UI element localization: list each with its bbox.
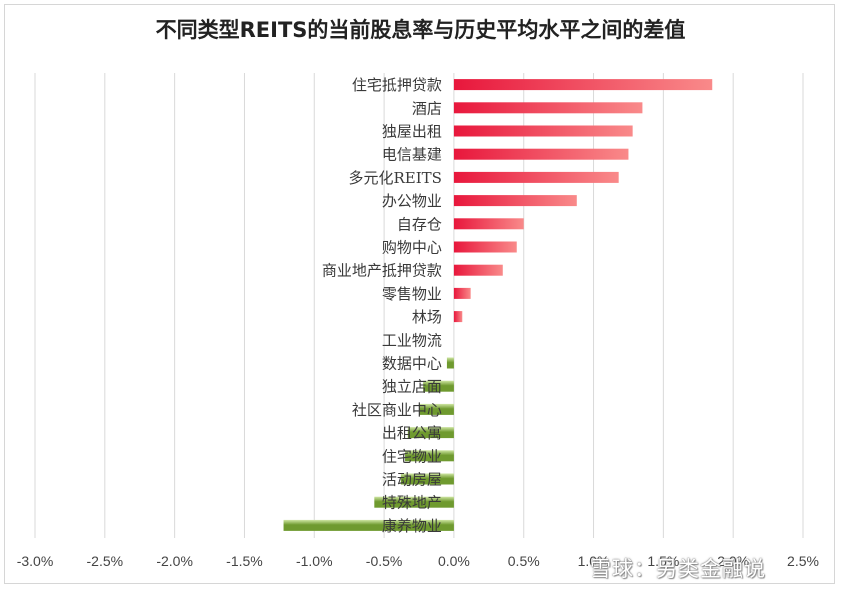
x-tick-label: -2.0% bbox=[156, 553, 193, 569]
bar bbox=[453, 287, 471, 299]
x-tick-label: -2.5% bbox=[87, 553, 124, 569]
bar bbox=[453, 264, 503, 276]
bar bbox=[453, 171, 619, 183]
bar bbox=[453, 125, 633, 137]
x-tick-label: 2.0% bbox=[717, 553, 749, 569]
x-tick-label: 0.5% bbox=[508, 553, 540, 569]
category-label: 独立店面 bbox=[382, 378, 442, 396]
bar bbox=[374, 496, 454, 508]
x-tick-label: 1.5% bbox=[647, 553, 679, 569]
category-label: 工业物流 bbox=[382, 331, 442, 349]
x-tick-label: -0.5% bbox=[366, 553, 403, 569]
category-label: 数据中心 bbox=[382, 355, 442, 373]
bar bbox=[453, 195, 577, 207]
bar bbox=[400, 473, 454, 485]
x-axis-ticks: -3.0% -2.5% -2.0% -1.5% -1.0% -0.5% 0.0% 0.5% 1.… bbox=[17, 553, 819, 569]
x-tick-label: -1.5% bbox=[226, 553, 263, 569]
category-label: 电信基建 bbox=[382, 146, 442, 164]
x-tick-label: 2.5% bbox=[787, 553, 819, 569]
bar bbox=[453, 311, 463, 323]
bar bbox=[453, 241, 517, 253]
watermark-text: 雪球：另类金融说 bbox=[590, 557, 766, 581]
category-label: 活动房屋 bbox=[382, 471, 442, 489]
category-label: 自存仓 bbox=[397, 215, 442, 233]
bar bbox=[446, 357, 454, 369]
bar bbox=[453, 102, 643, 114]
category-label: 住宅抵押贷款 bbox=[352, 76, 442, 94]
x-tick-label: -3.0% bbox=[17, 553, 54, 569]
x-tick-label: 0.0% bbox=[438, 553, 470, 569]
category-label: 特殊地产 bbox=[382, 494, 442, 512]
bar bbox=[283, 519, 454, 531]
bar bbox=[419, 403, 454, 415]
category-label: 零售物业 bbox=[382, 285, 442, 303]
bar bbox=[453, 218, 524, 230]
category-label: 办公物业 bbox=[382, 192, 442, 210]
bar bbox=[405, 450, 454, 462]
category-label: 出租公寓 bbox=[382, 424, 442, 442]
x-tick-label: -1.0% bbox=[296, 553, 333, 569]
category-label: 独屋出租 bbox=[382, 123, 442, 141]
bar bbox=[453, 79, 713, 91]
bar bbox=[423, 380, 454, 392]
category-label: 酒店 bbox=[412, 99, 442, 117]
bar bbox=[407, 427, 454, 439]
category-label: 购物中心 bbox=[382, 239, 442, 257]
category-label: 社区商业中心 bbox=[352, 401, 442, 419]
category-label: 住宅物业 bbox=[382, 447, 442, 465]
bars bbox=[283, 79, 713, 531]
chart-title: 不同类型REITS的当前股息率与历史平均水平之间的差值 bbox=[155, 18, 686, 42]
category-label: 康养物业 bbox=[382, 517, 442, 535]
category-label: 多元化REITS bbox=[348, 169, 441, 187]
chart-frame bbox=[4, 4, 835, 584]
category-label: 商业地产抵押贷款 bbox=[322, 262, 442, 280]
x-tick-label: 1.0% bbox=[578, 553, 610, 569]
bar bbox=[453, 148, 629, 160]
category-label: 林场 bbox=[412, 308, 442, 326]
gridlines bbox=[34, 73, 804, 538]
